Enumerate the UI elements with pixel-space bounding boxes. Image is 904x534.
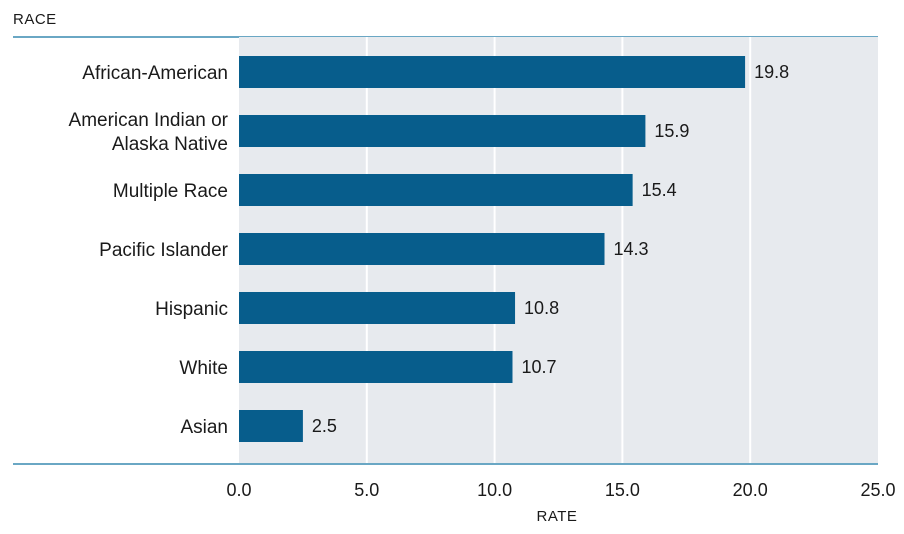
category-label: Pacific Islander <box>99 240 229 261</box>
x-tick-label: 15.0 <box>605 480 640 500</box>
x-tick-label: 0.0 <box>226 480 251 500</box>
bar <box>239 410 303 442</box>
bar <box>239 292 516 324</box>
bar <box>239 56 746 88</box>
category-label: Hispanic <box>155 299 228 320</box>
bar <box>239 351 513 383</box>
category-label: Alaska Native <box>112 134 228 155</box>
x-tick-label: 10.0 <box>477 480 512 500</box>
bars <box>239 56 746 442</box>
value-label: 14.3 <box>614 239 649 259</box>
bar <box>239 233 605 265</box>
value-labels: 19.8 15.9 15.4 14.3 10.8 10.7 2.5 <box>312 62 789 436</box>
category-label: White <box>179 358 228 379</box>
value-label: 2.5 <box>312 416 337 436</box>
y-axis-title: RACE <box>13 11 57 28</box>
x-tick-label: 5.0 <box>354 480 379 500</box>
category-label: Asian <box>180 417 228 438</box>
category-label: American Indian or <box>69 110 229 131</box>
category-label: Multiple Race <box>113 181 228 202</box>
x-tick-label: 20.0 <box>733 480 768 500</box>
value-label: 15.9 <box>654 121 689 141</box>
x-axis-title: RATE <box>537 508 578 525</box>
x-tick-labels: 0.0 5.0 10.0 15.0 20.0 25.0 <box>226 480 895 500</box>
value-label: 10.7 <box>521 357 556 377</box>
category-labels: African-American American Indian or Alaska… <box>69 63 229 438</box>
x-tick-label: 25.0 <box>860 480 895 500</box>
category-label: African-American <box>82 63 228 84</box>
bar <box>239 174 633 206</box>
value-label: 19.8 <box>754 62 789 82</box>
value-label: 15.4 <box>642 180 677 200</box>
value-label: 10.8 <box>524 298 559 318</box>
bar <box>239 115 646 147</box>
